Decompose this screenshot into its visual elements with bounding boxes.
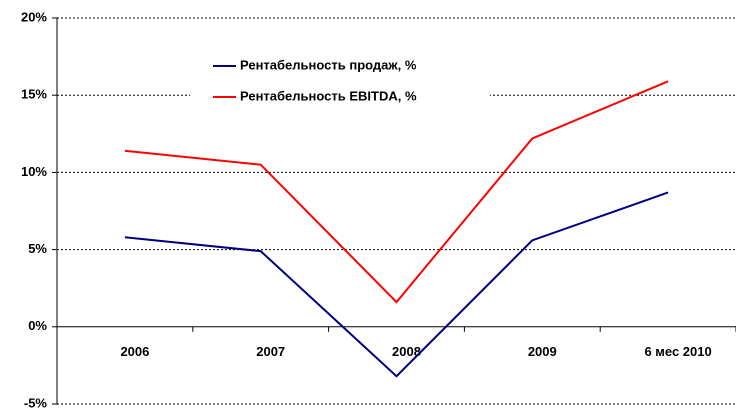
series-line	[124, 191, 669, 378]
x-tick-label: 6 мес 2010	[644, 344, 711, 359]
y-tick-label: 10%	[21, 164, 47, 179]
x-tick-label: 2006	[120, 344, 149, 359]
legend-box	[190, 50, 490, 112]
series-line	[124, 80, 669, 304]
y-tick-label: 5%	[28, 241, 47, 256]
y-tick-label: 0%	[28, 318, 47, 333]
x-tick-label: 2008	[392, 344, 421, 359]
legend-label: Рентабельность EBITDA, %	[240, 88, 417, 103]
y-tick-label: 20%	[21, 9, 47, 24]
y-tick-label: 15%	[21, 87, 47, 102]
y-tick-label: -5%	[24, 395, 48, 408]
x-tick-label: 2007	[256, 344, 285, 359]
x-tick-label: 2009	[528, 344, 557, 359]
legend-label: Рентабельность продаж, %	[240, 57, 417, 72]
